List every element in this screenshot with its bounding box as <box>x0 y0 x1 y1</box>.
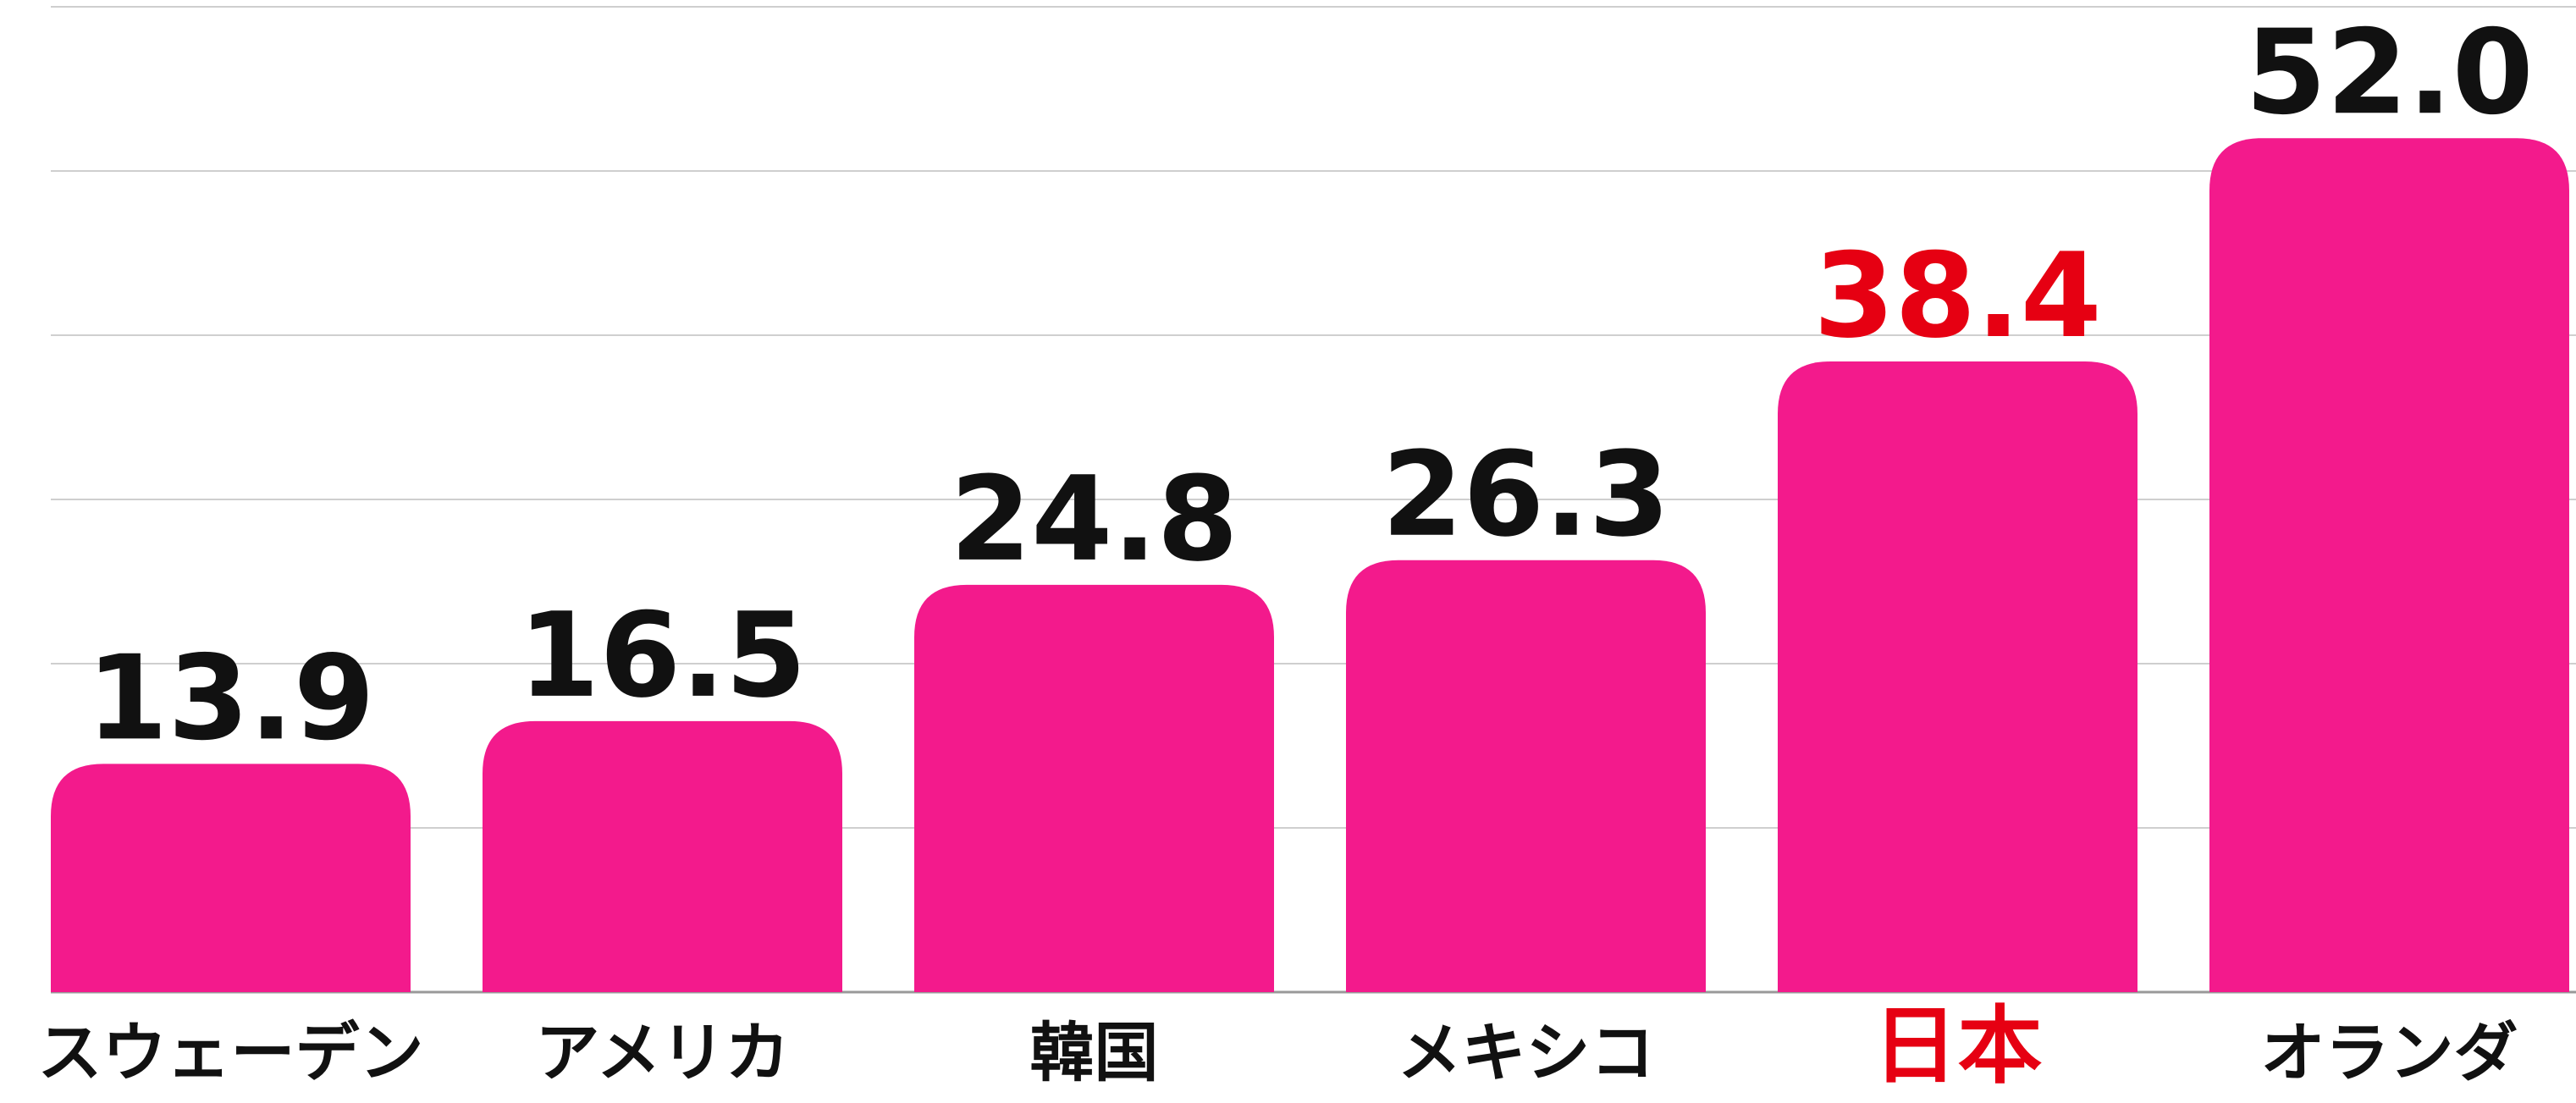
bar <box>483 720 842 992</box>
bar <box>1778 361 2137 992</box>
x-tick-label: アメリカ <box>535 1015 789 1090</box>
x-tick-label: メキシコ <box>1398 1015 1655 1090</box>
bar <box>51 764 411 992</box>
value-label: 38.4 <box>1813 228 2102 364</box>
x-tick-label: スウェーデン <box>38 1015 424 1090</box>
x-tick-label: オランダ <box>2261 1015 2518 1090</box>
value-label: 52.0 <box>2245 4 2534 141</box>
value-label: 13.9 <box>86 630 375 766</box>
value-label: 16.5 <box>518 587 807 724</box>
x-tick-label: 日本 <box>1873 996 2043 1095</box>
value-label: 24.8 <box>950 451 1238 587</box>
bar <box>2209 138 2569 992</box>
bar <box>1346 560 1706 992</box>
bar <box>914 584 1274 992</box>
value-label: 26.3 <box>1382 427 1670 563</box>
x-tick-label: 韓国 <box>1030 1015 1159 1090</box>
